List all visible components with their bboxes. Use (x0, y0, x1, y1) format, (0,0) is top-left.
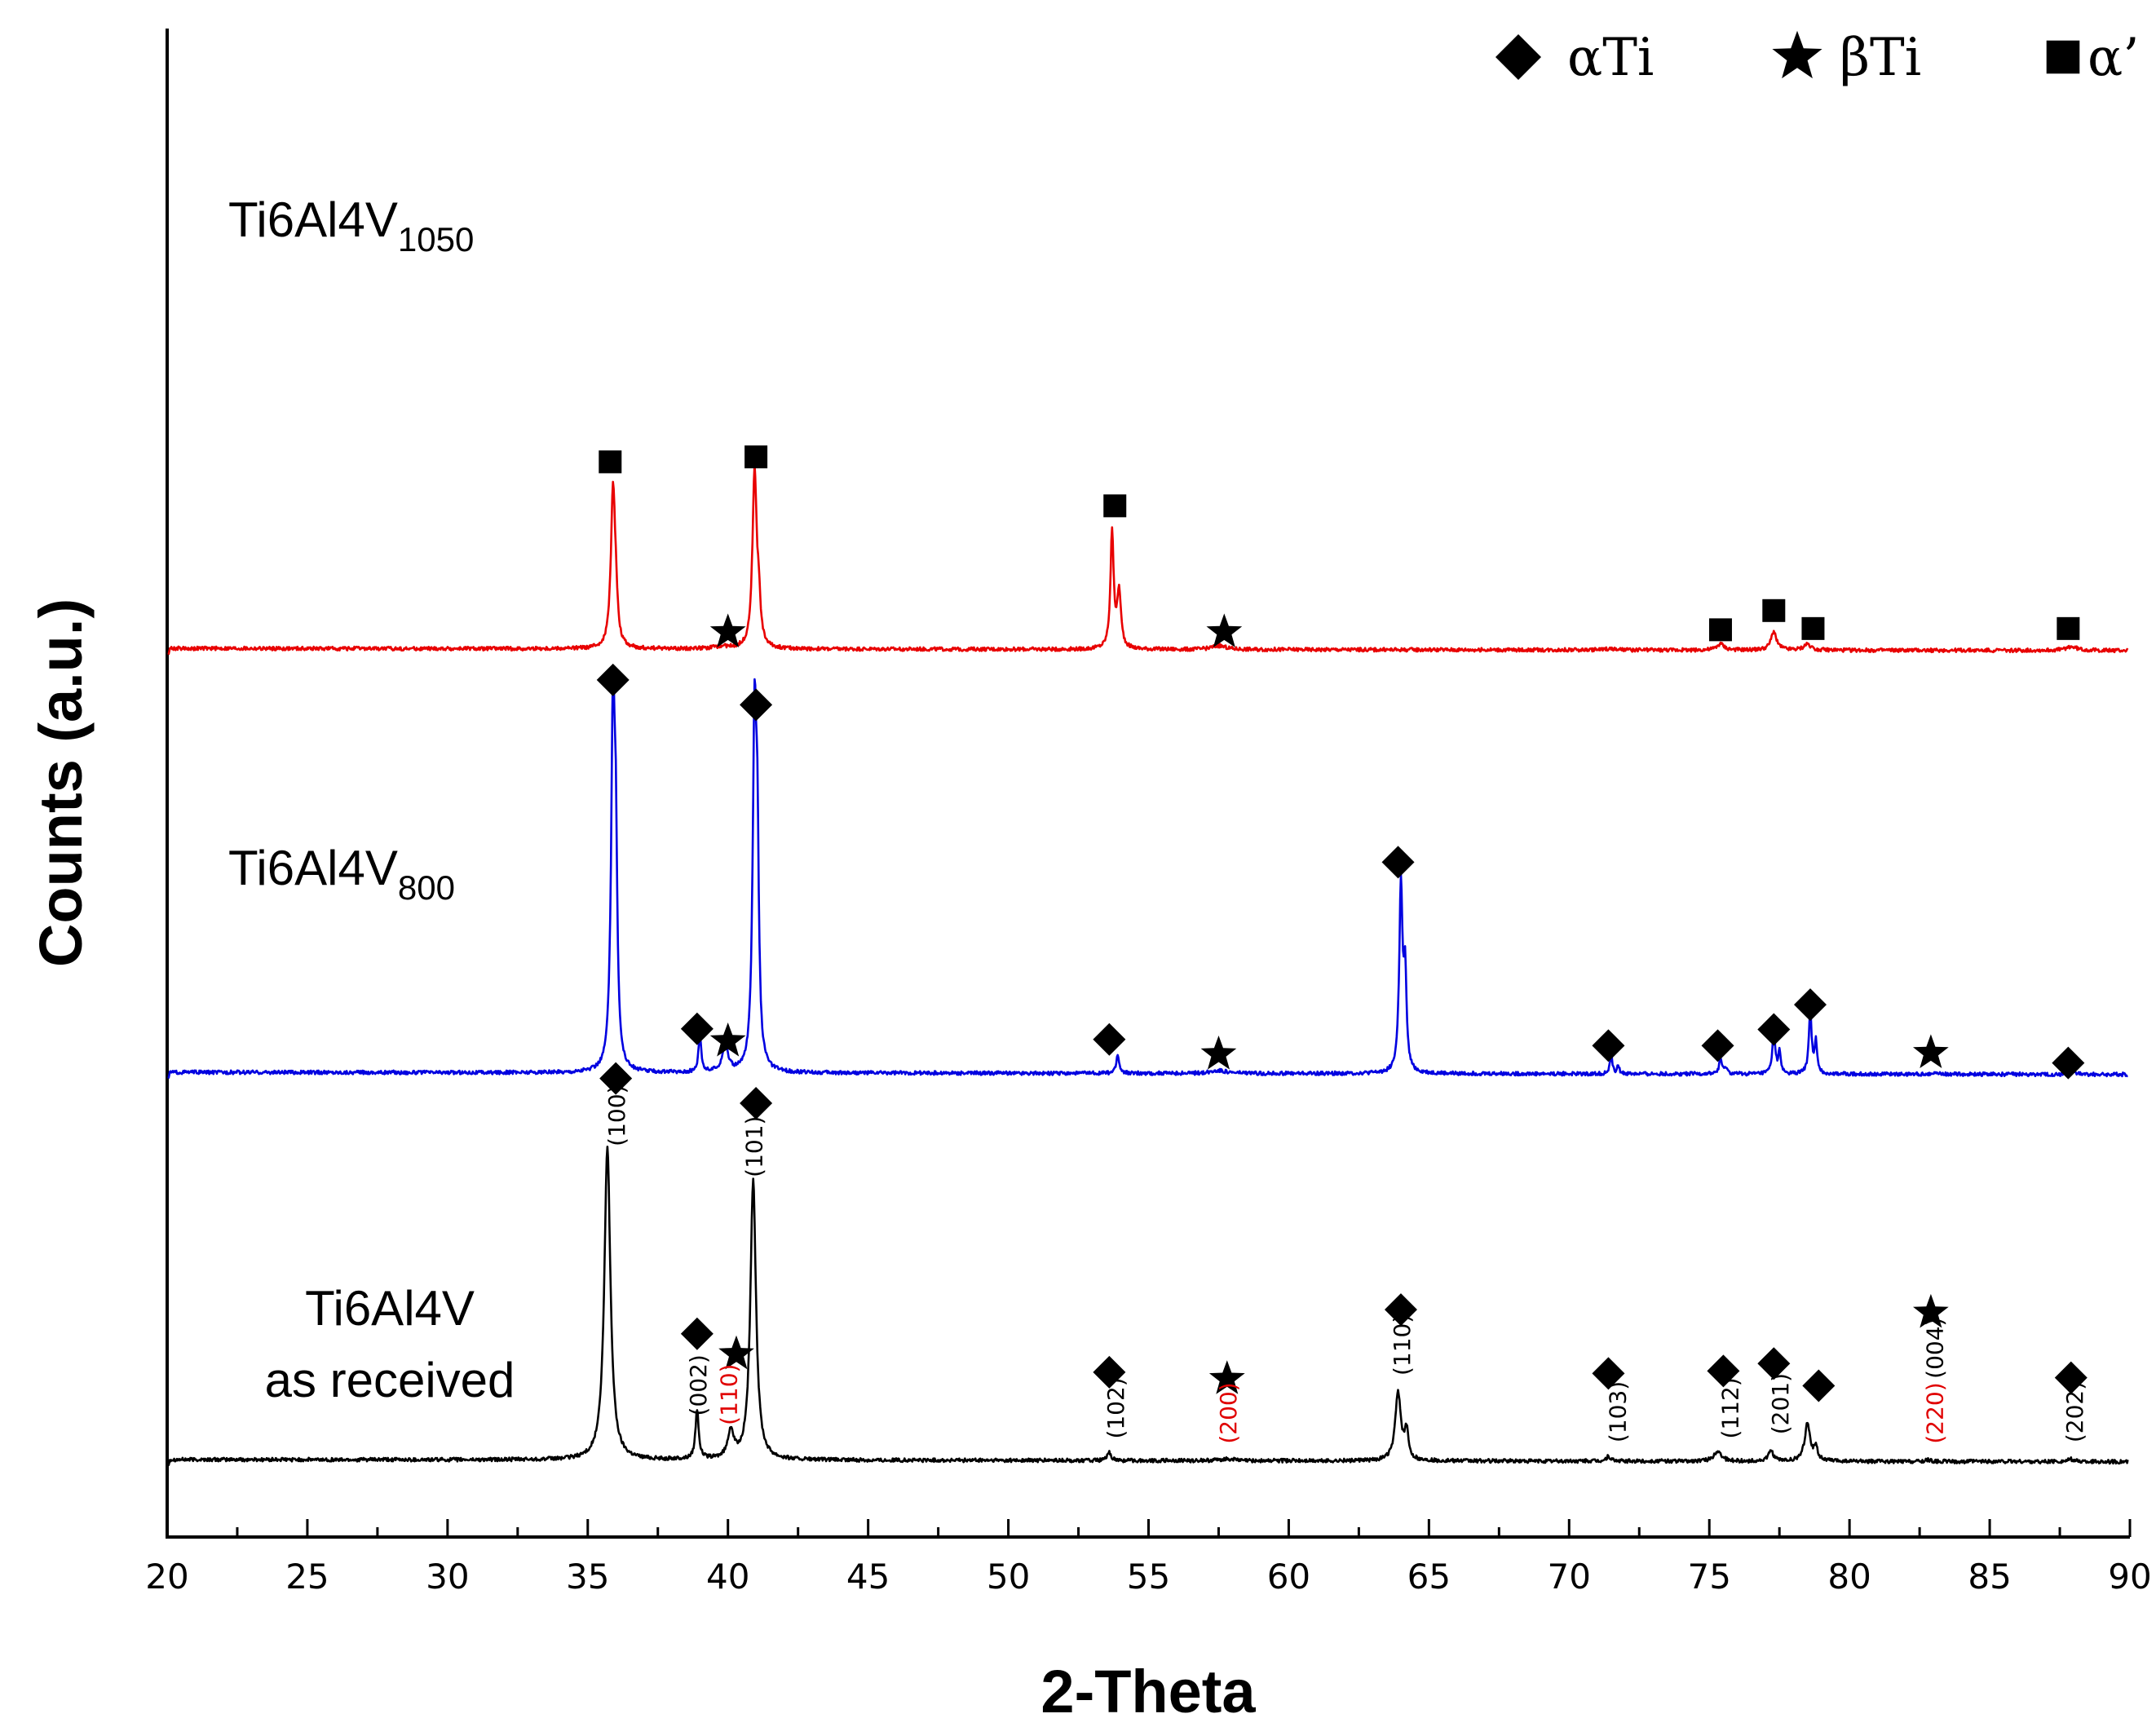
diamond-marker (740, 688, 773, 722)
diamond-marker (1592, 1029, 1625, 1062)
x-tick-label: 75 (1687, 1557, 1730, 1597)
square-marker (2057, 616, 2080, 640)
x-tick-label: 35 (566, 1557, 609, 1597)
star-marker (1913, 1034, 1949, 1068)
square-marker (2046, 40, 2080, 74)
diamond-marker (596, 663, 630, 696)
y-axis-title: Counts (a.u.) (27, 598, 95, 967)
x-axis-title: 2-Theta (1040, 1658, 1256, 1725)
hkl-label: (110) (1389, 1314, 1416, 1376)
legend-label: α’ (2088, 28, 2140, 88)
diamond-marker (1093, 1023, 1126, 1056)
diamond-marker (1802, 1369, 1836, 1402)
hkl-label: (101) (741, 1116, 768, 1177)
x-tick-label: 30 (426, 1557, 469, 1597)
series-label: Ti6Al4V800 (228, 841, 455, 907)
star-marker (1206, 613, 1243, 647)
series-line-2 (167, 462, 2129, 656)
x-tick-label: 60 (1267, 1557, 1310, 1597)
diamond-marker (1381, 846, 1415, 879)
x-tick-label: 55 (1127, 1557, 1170, 1597)
star-marker (718, 1335, 754, 1370)
series-label-line: as received (265, 1353, 515, 1407)
square-marker (1801, 616, 1825, 640)
series-line-1 (167, 667, 2128, 1079)
series-label: Ti6Al4V1050 (228, 192, 474, 258)
star-marker (1913, 1293, 1949, 1328)
diamond-marker (1757, 1347, 1791, 1380)
hkl-label: (004) (1921, 1318, 1948, 1379)
hkl-label: (002) (685, 1354, 712, 1416)
diamond-marker (1757, 1013, 1791, 1046)
hkl-label: (112) (1716, 1377, 1743, 1438)
x-tick-label: 85 (1968, 1557, 2011, 1597)
x-tick-label: 80 (1827, 1557, 1871, 1597)
square-marker (1762, 598, 1786, 622)
x-tick-label: 25 (285, 1557, 329, 1597)
diamond-marker (2052, 1046, 2085, 1080)
hkl-label: (220) (1921, 1382, 1948, 1443)
diamond-marker (599, 1062, 633, 1095)
star-marker (1208, 1360, 1245, 1394)
diamond-marker (2054, 1361, 2088, 1394)
hkl-label: (200) (1215, 1382, 1242, 1443)
legend-label: αTi (1567, 28, 1654, 88)
diamond-marker (1707, 1354, 1740, 1388)
star-marker (709, 1023, 746, 1057)
diamond-marker (1093, 1355, 1126, 1389)
square-marker (1708, 618, 1732, 642)
diamond-marker (1496, 34, 1541, 80)
hkl-label: (202) (2061, 1381, 2088, 1442)
diamond-marker (680, 1012, 714, 1045)
star-marker (1772, 30, 1822, 79)
star-marker (709, 613, 746, 647)
diamond-marker (1701, 1029, 1734, 1062)
x-tick-label: 50 (987, 1557, 1030, 1597)
x-ticks: 20 25 30 35 40 45 50 55 60 65 70 75 80 85 90 (145, 1519, 2152, 1597)
x-tick-label: 40 (706, 1557, 749, 1597)
hkl-labels: (100)(101)(002) (110) (102) (200)(110)(103)… (603, 1085, 2088, 1444)
x-tick-label: 20 (145, 1557, 188, 1597)
hkl-label: (102) (1102, 1377, 1129, 1438)
x-tick-label: 65 (1407, 1557, 1451, 1597)
legend: αTi βTi α’ (1496, 28, 2140, 88)
hkl-label: (201) (1767, 1373, 1794, 1434)
diamond-marker (1794, 988, 1827, 1022)
diamond-marker (680, 1317, 714, 1350)
square-marker (744, 445, 768, 469)
star-marker (1200, 1036, 1237, 1070)
diamond-marker (1592, 1357, 1625, 1390)
legend-label: βTi (1840, 28, 1921, 88)
hkl-label: (110) (716, 1364, 743, 1425)
x-tick-label: 90 (2108, 1557, 2151, 1597)
square-marker (599, 450, 622, 474)
hkl-label: (100) (603, 1085, 630, 1146)
hkl-label: (103) (1605, 1381, 1632, 1442)
series-labels: Ti6Al4V as received Ti6Al4V800 Ti6Al4V1050 (228, 192, 515, 1407)
xrd-traces (167, 462, 2129, 1466)
diamond-marker (1384, 1293, 1417, 1327)
peak-markers (596, 445, 2088, 1402)
diamond-marker (740, 1087, 773, 1120)
square-marker (1103, 494, 1127, 518)
series-line-0 (167, 1146, 2129, 1466)
x-tick-label: 70 (1548, 1557, 1591, 1597)
series-label-line: Ti6Al4V (305, 1281, 475, 1336)
x-tick-label: 45 (846, 1557, 890, 1597)
